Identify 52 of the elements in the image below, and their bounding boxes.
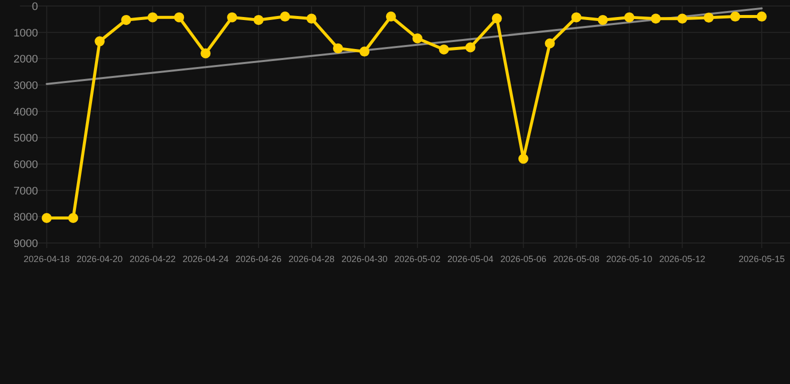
y-tick-label: 6000: [14, 159, 38, 171]
point: [280, 12, 290, 22]
y-tick-label: 0: [32, 1, 38, 13]
point: [200, 48, 211, 58]
x-tick-label: 2026-04-20: [76, 254, 123, 264]
x-tick-label: 2026-05-06: [500, 254, 546, 264]
point: [571, 12, 582, 22]
point: [174, 12, 184, 22]
point: [332, 43, 343, 54]
point: [465, 42, 476, 52]
y-tick-label: 7000: [14, 185, 38, 198]
point: [148, 12, 158, 22]
point: [254, 14, 264, 25]
y-tick-label: 9000: [14, 238, 38, 250]
point: [306, 14, 317, 24]
point: [438, 44, 449, 54]
point: [121, 14, 132, 25]
point: [598, 14, 608, 25]
x-tick-label: 2026-04-28: [288, 254, 335, 264]
point: [94, 36, 105, 46]
point: [42, 212, 52, 223]
x-tick-label: 2026-04-30: [341, 254, 388, 264]
y-tick-label: 3000: [14, 80, 38, 92]
point: [386, 12, 396, 22]
point: [359, 46, 370, 57]
x-tick-label: 2026-05-08: [553, 254, 600, 264]
point: [650, 14, 661, 24]
point: [624, 12, 634, 22]
y-tick-label: 2000: [14, 54, 38, 66]
point: [492, 13, 502, 24]
x-tick-label: 2026-05-10: [606, 254, 652, 264]
point: [677, 14, 688, 24]
point: [227, 12, 238, 22]
y-tick-label: 4000: [14, 106, 38, 118]
point: [412, 33, 422, 44]
point: [518, 154, 528, 164]
x-tick-label: 2026-05-02: [394, 254, 440, 264]
x-tick-label: 2026-05-12: [659, 254, 706, 264]
y-tick-label: 5000: [14, 132, 38, 145]
x-tick-label: 2026-04-22: [130, 254, 176, 264]
point: [68, 212, 78, 223]
x-tick-label: 2026-05-15: [738, 254, 785, 264]
point: [544, 38, 555, 48]
y-tick-label: 1000: [14, 27, 38, 40]
x-tick-label: 2026-05-04: [447, 254, 494, 264]
x-tick-label: 2026-04-18: [24, 254, 70, 264]
point: [756, 12, 767, 22]
point: [730, 12, 740, 22]
x-tick-label: 2026-04-26: [236, 254, 282, 264]
point: [704, 12, 714, 23]
x-tick-label: 2026-04-24: [182, 254, 229, 264]
y-tick-label: 8000: [14, 212, 38, 224]
